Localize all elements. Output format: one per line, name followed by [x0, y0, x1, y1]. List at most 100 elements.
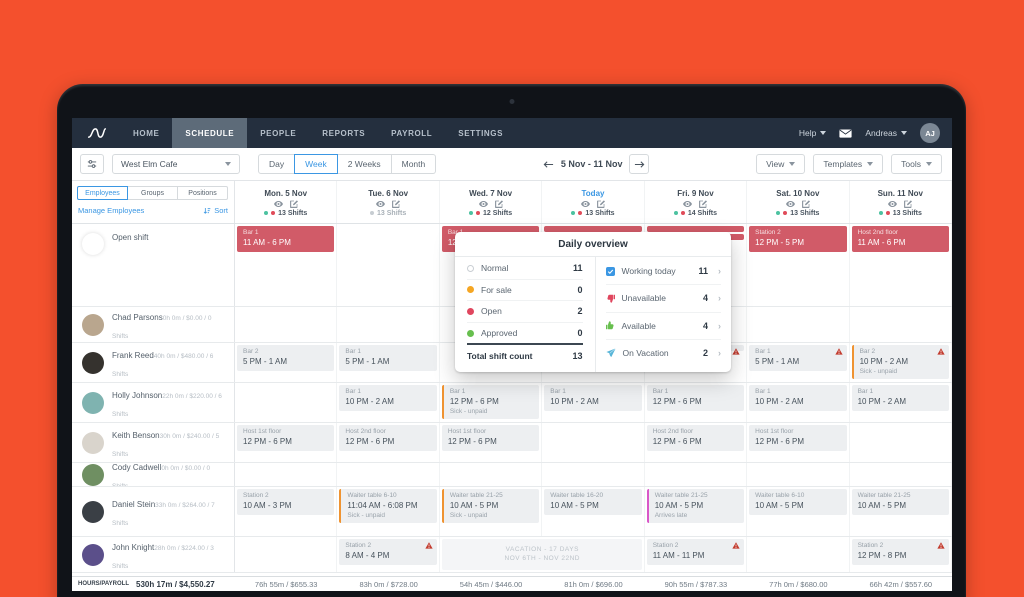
- day-slot[interactable]: Host 2nd floor 12 PM - 6 PM: [337, 423, 440, 462]
- shift-cell[interactable]: Station 2 11 AM - 11 PM: [646, 539, 745, 565]
- day-header[interactable]: Mon. 5 Nov 13 Shifts: [235, 181, 338, 223]
- shift-cell[interactable]: Waiter table 21-25 10 AM - 5 PM Arrives la…: [646, 489, 745, 524]
- shift-cell[interactable]: Host 2nd floor 12 PM - 6 PM: [646, 425, 745, 451]
- day-slot[interactable]: [235, 537, 338, 572]
- nav-item-people[interactable]: PEOPLE: [260, 128, 297, 138]
- shift-cell[interactable]: Bar 1 10 PM - 2 AM: [749, 385, 847, 411]
- day-slot[interactable]: Station 2 10 AM - 3 PM: [235, 487, 338, 536]
- day-slot[interactable]: [747, 537, 850, 572]
- edit-icon[interactable]: [904, 199, 913, 208]
- filter-sliders-button[interactable]: [80, 154, 104, 174]
- eye-icon[interactable]: [273, 200, 283, 207]
- templates-button[interactable]: Templates: [813, 154, 884, 174]
- nav-item-home[interactable]: HOME: [133, 128, 160, 138]
- nav-item-settings[interactable]: SETTINGS: [458, 128, 504, 138]
- day-slot[interactable]: Bar 1 10 PM - 2 AM: [542, 383, 645, 422]
- shift-cell[interactable]: Host 2nd floor 12 PM - 6 PM: [339, 425, 437, 451]
- day-header[interactable]: Today 13 Shifts: [542, 181, 645, 223]
- day-slot[interactable]: [542, 423, 645, 462]
- day-slot[interactable]: [440, 463, 543, 486]
- shift-cell[interactable]: Station 2 10 AM - 3 PM: [237, 489, 335, 515]
- day-slot[interactable]: Bar 1 10 PM - 2 AM: [850, 383, 952, 422]
- employee-cell[interactable]: John Knight28h 0m / $224.00 / 3 Shifts: [72, 537, 235, 572]
- next-week-button[interactable]: [629, 154, 650, 174]
- day-slot[interactable]: VACATION - 17 DAYS NOV 6TH - NOV 22ND: [440, 537, 645, 572]
- day-slot[interactable]: [235, 463, 338, 486]
- day-slot[interactable]: Station 2 12 PM - 5 PM: [747, 224, 850, 306]
- tools-button[interactable]: Tools: [891, 154, 942, 174]
- day-header[interactable]: Tue. 6 Nov 13 Shifts: [337, 181, 440, 223]
- day-slot[interactable]: Bar 1 11 AM - 6 PM: [235, 224, 338, 306]
- day-slot[interactable]: [337, 463, 440, 486]
- day-slot[interactable]: Host 2nd floor 12 PM - 6 PM: [645, 423, 748, 462]
- employee-cell[interactable]: Frank Reed40h 0m / $480.00 / 6 Shifts: [72, 343, 235, 382]
- employee-cell[interactable]: Holly Johnson22h 0m / $220.00 / 6 Shifts: [72, 383, 235, 422]
- open-shift-cell[interactable]: Station 2 12 PM - 5 PM: [749, 226, 847, 252]
- day-slot[interactable]: Station 2 11 AM - 11 PM: [645, 537, 748, 572]
- vacation-cell[interactable]: VACATION - 17 DAYS NOV 6TH - NOV 22ND: [441, 539, 642, 570]
- user-menu[interactable]: Andreas: [865, 128, 907, 138]
- sidebar-tab-positions[interactable]: Positions: [178, 186, 228, 200]
- location-select[interactable]: West Elm Cafe: [112, 154, 240, 174]
- shift-cell[interactable]: Host 1st floor 12 PM - 6 PM: [749, 425, 847, 451]
- prev-week-button[interactable]: [543, 160, 554, 169]
- day-slot[interactable]: Host 1st floor 12 PM - 6 PM: [235, 423, 338, 462]
- nav-item-reports[interactable]: REPORTS: [322, 128, 366, 138]
- day-slot[interactable]: [235, 307, 338, 342]
- user-avatar[interactable]: AJ: [920, 123, 940, 143]
- edit-icon[interactable]: [289, 199, 298, 208]
- view-tab-day[interactable]: Day: [258, 154, 296, 174]
- employee-cell[interactable]: Chad Parsons0h 0m / $0.00 / 0 Shifts: [72, 307, 235, 342]
- open-shift-cell[interactable]: [646, 226, 745, 232]
- day-header[interactable]: Sun. 11 Nov 13 Shifts: [850, 181, 952, 223]
- planday-logo[interactable]: [72, 118, 120, 148]
- day-slot[interactable]: [235, 383, 338, 422]
- day-slot[interactable]: Host 1st floor 12 PM - 6 PM: [747, 423, 850, 462]
- shift-cell[interactable]: Bar 2 10 PM - 2 AM Sick - unpaid: [851, 345, 949, 380]
- open-shift-row-label[interactable]: Open shift: [72, 224, 235, 306]
- day-slot[interactable]: Waiter table 21-25 10 AM - 5 PM Arrives la…: [645, 487, 748, 536]
- sidebar-tab-employees[interactable]: Employees: [77, 186, 128, 200]
- day-header[interactable]: Sat. 10 Nov 13 Shifts: [747, 181, 850, 223]
- day-slot[interactable]: [645, 307, 748, 342]
- mail-icon[interactable]: [839, 128, 852, 138]
- shift-cell[interactable]: Host 1st floor 12 PM - 6 PM: [237, 425, 335, 451]
- open-shift-cell[interactable]: Bar 1 11 AM - 6 PM: [237, 226, 335, 252]
- availability-row-on-vacation[interactable]: On Vacation 2: [605, 340, 722, 366]
- shift-cell[interactable]: Waiter table 16-20 10 AM - 5 PM: [544, 489, 642, 515]
- day-slot[interactable]: Host 1st floor 12 PM - 6 PM: [440, 423, 543, 462]
- view-tab-month[interactable]: Month: [391, 154, 437, 174]
- open-shift-cell[interactable]: Host 2nd floor 11 AM - 6 PM: [851, 226, 949, 252]
- day-header[interactable]: Wed. 7 Nov 12 Shifts: [440, 181, 543, 223]
- day-slot[interactable]: Waiter table 16-20 10 AM - 5 PM: [542, 487, 645, 536]
- employee-cell[interactable]: Daniel Stein33h 0m / $264.00 / 7 Shifts: [72, 487, 235, 536]
- day-slot[interactable]: Bar 1 12 PM - 6 PM Sick - unpaid: [440, 383, 543, 422]
- shift-cell[interactable]: Waiter table 6-10 10 AM - 5 PM: [749, 489, 847, 515]
- eye-icon[interactable]: [478, 200, 488, 207]
- day-slot[interactable]: Waiter table 21-25 10 AM - 5 PM Sick - unp…: [440, 487, 543, 536]
- day-slot[interactable]: [645, 463, 748, 486]
- day-slot[interactable]: Station 2 12 PM - 8 PM: [850, 537, 952, 572]
- day-slot[interactable]: Bar 1 10 PM - 2 AM: [747, 383, 850, 422]
- day-header[interactable]: Fri. 9 Nov 14 Shifts: [645, 181, 748, 223]
- day-slot[interactable]: Waiter table 21-25 10 AM - 5 PM: [850, 487, 952, 536]
- view-tab-week[interactable]: Week: [294, 154, 338, 174]
- day-slot[interactable]: [542, 463, 645, 486]
- day-slot[interactable]: [337, 307, 440, 342]
- availability-row-available[interactable]: Available 4: [605, 313, 721, 340]
- manage-employees-link[interactable]: Manage Employees: [78, 206, 145, 215]
- eye-icon[interactable]: [785, 200, 795, 207]
- employee-cell[interactable]: Cody Cadwell0h 0m / $0.00 / 0 Shifts: [72, 463, 235, 486]
- shift-cell[interactable]: Station 2 12 PM - 8 PM: [851, 539, 949, 565]
- shift-cell[interactable]: Host 1st floor 12 PM - 6 PM: [441, 425, 540, 451]
- help-menu[interactable]: Help: [799, 128, 827, 138]
- edit-icon[interactable]: [597, 199, 605, 208]
- day-slot[interactable]: [850, 463, 952, 486]
- employee-cell[interactable]: Keith Benson30h 0m / $240.00 / 5 Shifts: [72, 423, 235, 462]
